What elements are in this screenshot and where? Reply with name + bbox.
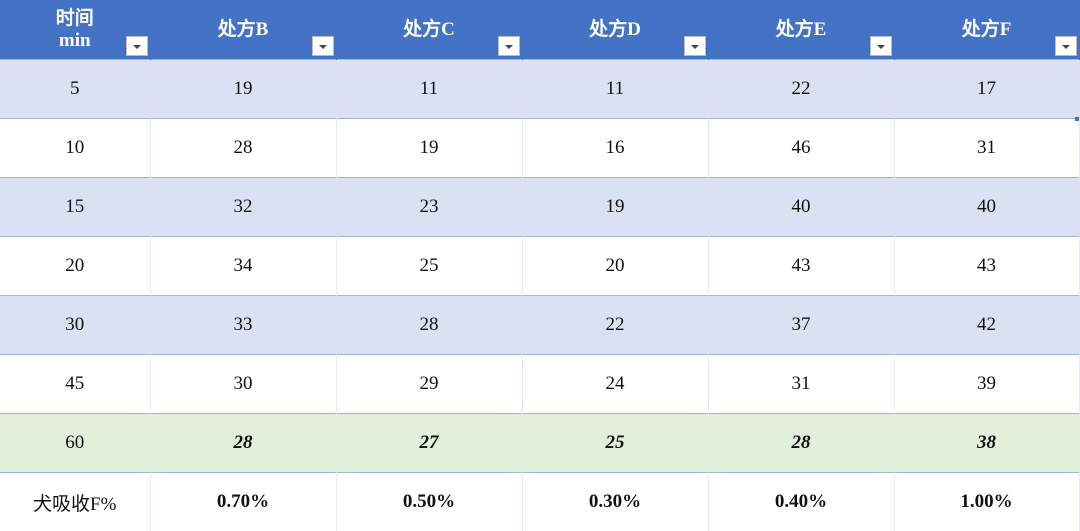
- table-cell[interactable]: 42: [894, 296, 1079, 355]
- filter-dropdown-icon[interactable]: [498, 36, 520, 56]
- summary-cell[interactable]: 0.70%: [150, 473, 336, 531]
- table-cell[interactable]: 40: [894, 178, 1079, 237]
- table-cell[interactable]: 27: [336, 414, 522, 473]
- summary-cell[interactable]: 0.40%: [708, 473, 894, 531]
- table-cell[interactable]: 17: [894, 60, 1079, 119]
- table-cell[interactable]: 19: [522, 178, 708, 237]
- column-header-d: 处方D: [522, 0, 708, 60]
- summary-label-cell[interactable]: 犬吸收F%: [0, 473, 150, 531]
- table-row: 10 28 19 16 46 31: [0, 119, 1079, 178]
- table-row: 5 19 11 11 22 17: [0, 60, 1079, 119]
- column-header-b-label: 处方B: [218, 19, 269, 41]
- table-cell[interactable]: 10: [0, 119, 150, 178]
- table-row: 45 30 29 24 31 39: [0, 355, 1079, 414]
- column-header-c: 处方C: [336, 0, 522, 60]
- filter-dropdown-icon[interactable]: [1055, 36, 1077, 56]
- table-cell[interactable]: 20: [0, 237, 150, 296]
- table-cell[interactable]: 23: [336, 178, 522, 237]
- table-row-summary: 犬吸收F% 0.70% 0.50% 0.30% 0.40% 1.00%: [0, 473, 1079, 531]
- table-cell[interactable]: 31: [708, 355, 894, 414]
- column-header-b: 处方B: [150, 0, 336, 60]
- filter-dropdown-icon[interactable]: [870, 36, 892, 56]
- table-cell[interactable]: 45: [0, 355, 150, 414]
- table-cell[interactable]: 39: [894, 355, 1079, 414]
- table-cell[interactable]: 38: [894, 414, 1079, 473]
- table-cell[interactable]: 37: [708, 296, 894, 355]
- table-cell[interactable]: 28: [150, 414, 336, 473]
- table-cell[interactable]: 11: [522, 60, 708, 119]
- table-cell[interactable]: 16: [522, 119, 708, 178]
- filter-dropdown-icon[interactable]: [312, 36, 334, 56]
- column-header-e: 处方E: [708, 0, 894, 60]
- table-cell[interactable]: 24: [522, 355, 708, 414]
- table-cell[interactable]: 28: [336, 296, 522, 355]
- table-cell[interactable]: 25: [522, 414, 708, 473]
- table-cell[interactable]: 31: [894, 119, 1079, 178]
- table-cell[interactable]: 34: [150, 237, 336, 296]
- summary-cell[interactable]: 1.00%: [894, 473, 1079, 531]
- table-cell[interactable]: 43: [708, 237, 894, 296]
- table-cell[interactable]: 22: [708, 60, 894, 119]
- filter-dropdown-icon[interactable]: [126, 36, 148, 56]
- table-cell[interactable]: 20: [522, 237, 708, 296]
- table-cell[interactable]: 29: [336, 355, 522, 414]
- table-cell[interactable]: 19: [150, 60, 336, 119]
- table-cell[interactable]: 25: [336, 237, 522, 296]
- table-cell[interactable]: 60: [0, 414, 150, 473]
- table-cell[interactable]: 33: [150, 296, 336, 355]
- table-row: 30 33 28 22 37 42: [0, 296, 1079, 355]
- table-cell[interactable]: 46: [708, 119, 894, 178]
- table-cell[interactable]: 19: [336, 119, 522, 178]
- table-cell[interactable]: 40: [708, 178, 894, 237]
- table-cell[interactable]: 15: [0, 178, 150, 237]
- table-row-highlight: 60 28 27 25 28 38: [0, 414, 1079, 473]
- table-row: 15 32 23 19 40 40: [0, 178, 1079, 237]
- header-row: 时间 min 处方B 处方C 处方D 处方: [0, 0, 1079, 60]
- table-cell[interactable]: 28: [708, 414, 894, 473]
- table-cell[interactable]: 28: [150, 119, 336, 178]
- column-header-time-unit: min: [59, 30, 91, 51]
- column-header-e-label: 处方E: [776, 19, 827, 41]
- table-cell[interactable]: 30: [150, 355, 336, 414]
- column-header-time-label: 时间: [56, 8, 94, 29]
- table-cell[interactable]: 32: [150, 178, 336, 237]
- table-cell[interactable]: 22: [522, 296, 708, 355]
- table-resize-handle[interactable]: [1075, 117, 1079, 121]
- table-cell[interactable]: 43: [894, 237, 1079, 296]
- filter-dropdown-icon[interactable]: [684, 36, 706, 56]
- table-cell[interactable]: 5: [0, 60, 150, 119]
- table-cell[interactable]: 30: [0, 296, 150, 355]
- summary-cell[interactable]: 0.50%: [336, 473, 522, 531]
- table-row: 20 34 25 20 43 43: [0, 237, 1079, 296]
- table-cell[interactable]: 11: [336, 60, 522, 119]
- column-header-time: 时间 min: [0, 0, 150, 60]
- column-header-f: 处方F: [894, 0, 1079, 60]
- column-header-f-label: 处方F: [962, 19, 1012, 41]
- summary-cell[interactable]: 0.30%: [522, 473, 708, 531]
- column-header-c-label: 处方C: [403, 19, 455, 41]
- column-header-d-label: 处方D: [589, 19, 641, 41]
